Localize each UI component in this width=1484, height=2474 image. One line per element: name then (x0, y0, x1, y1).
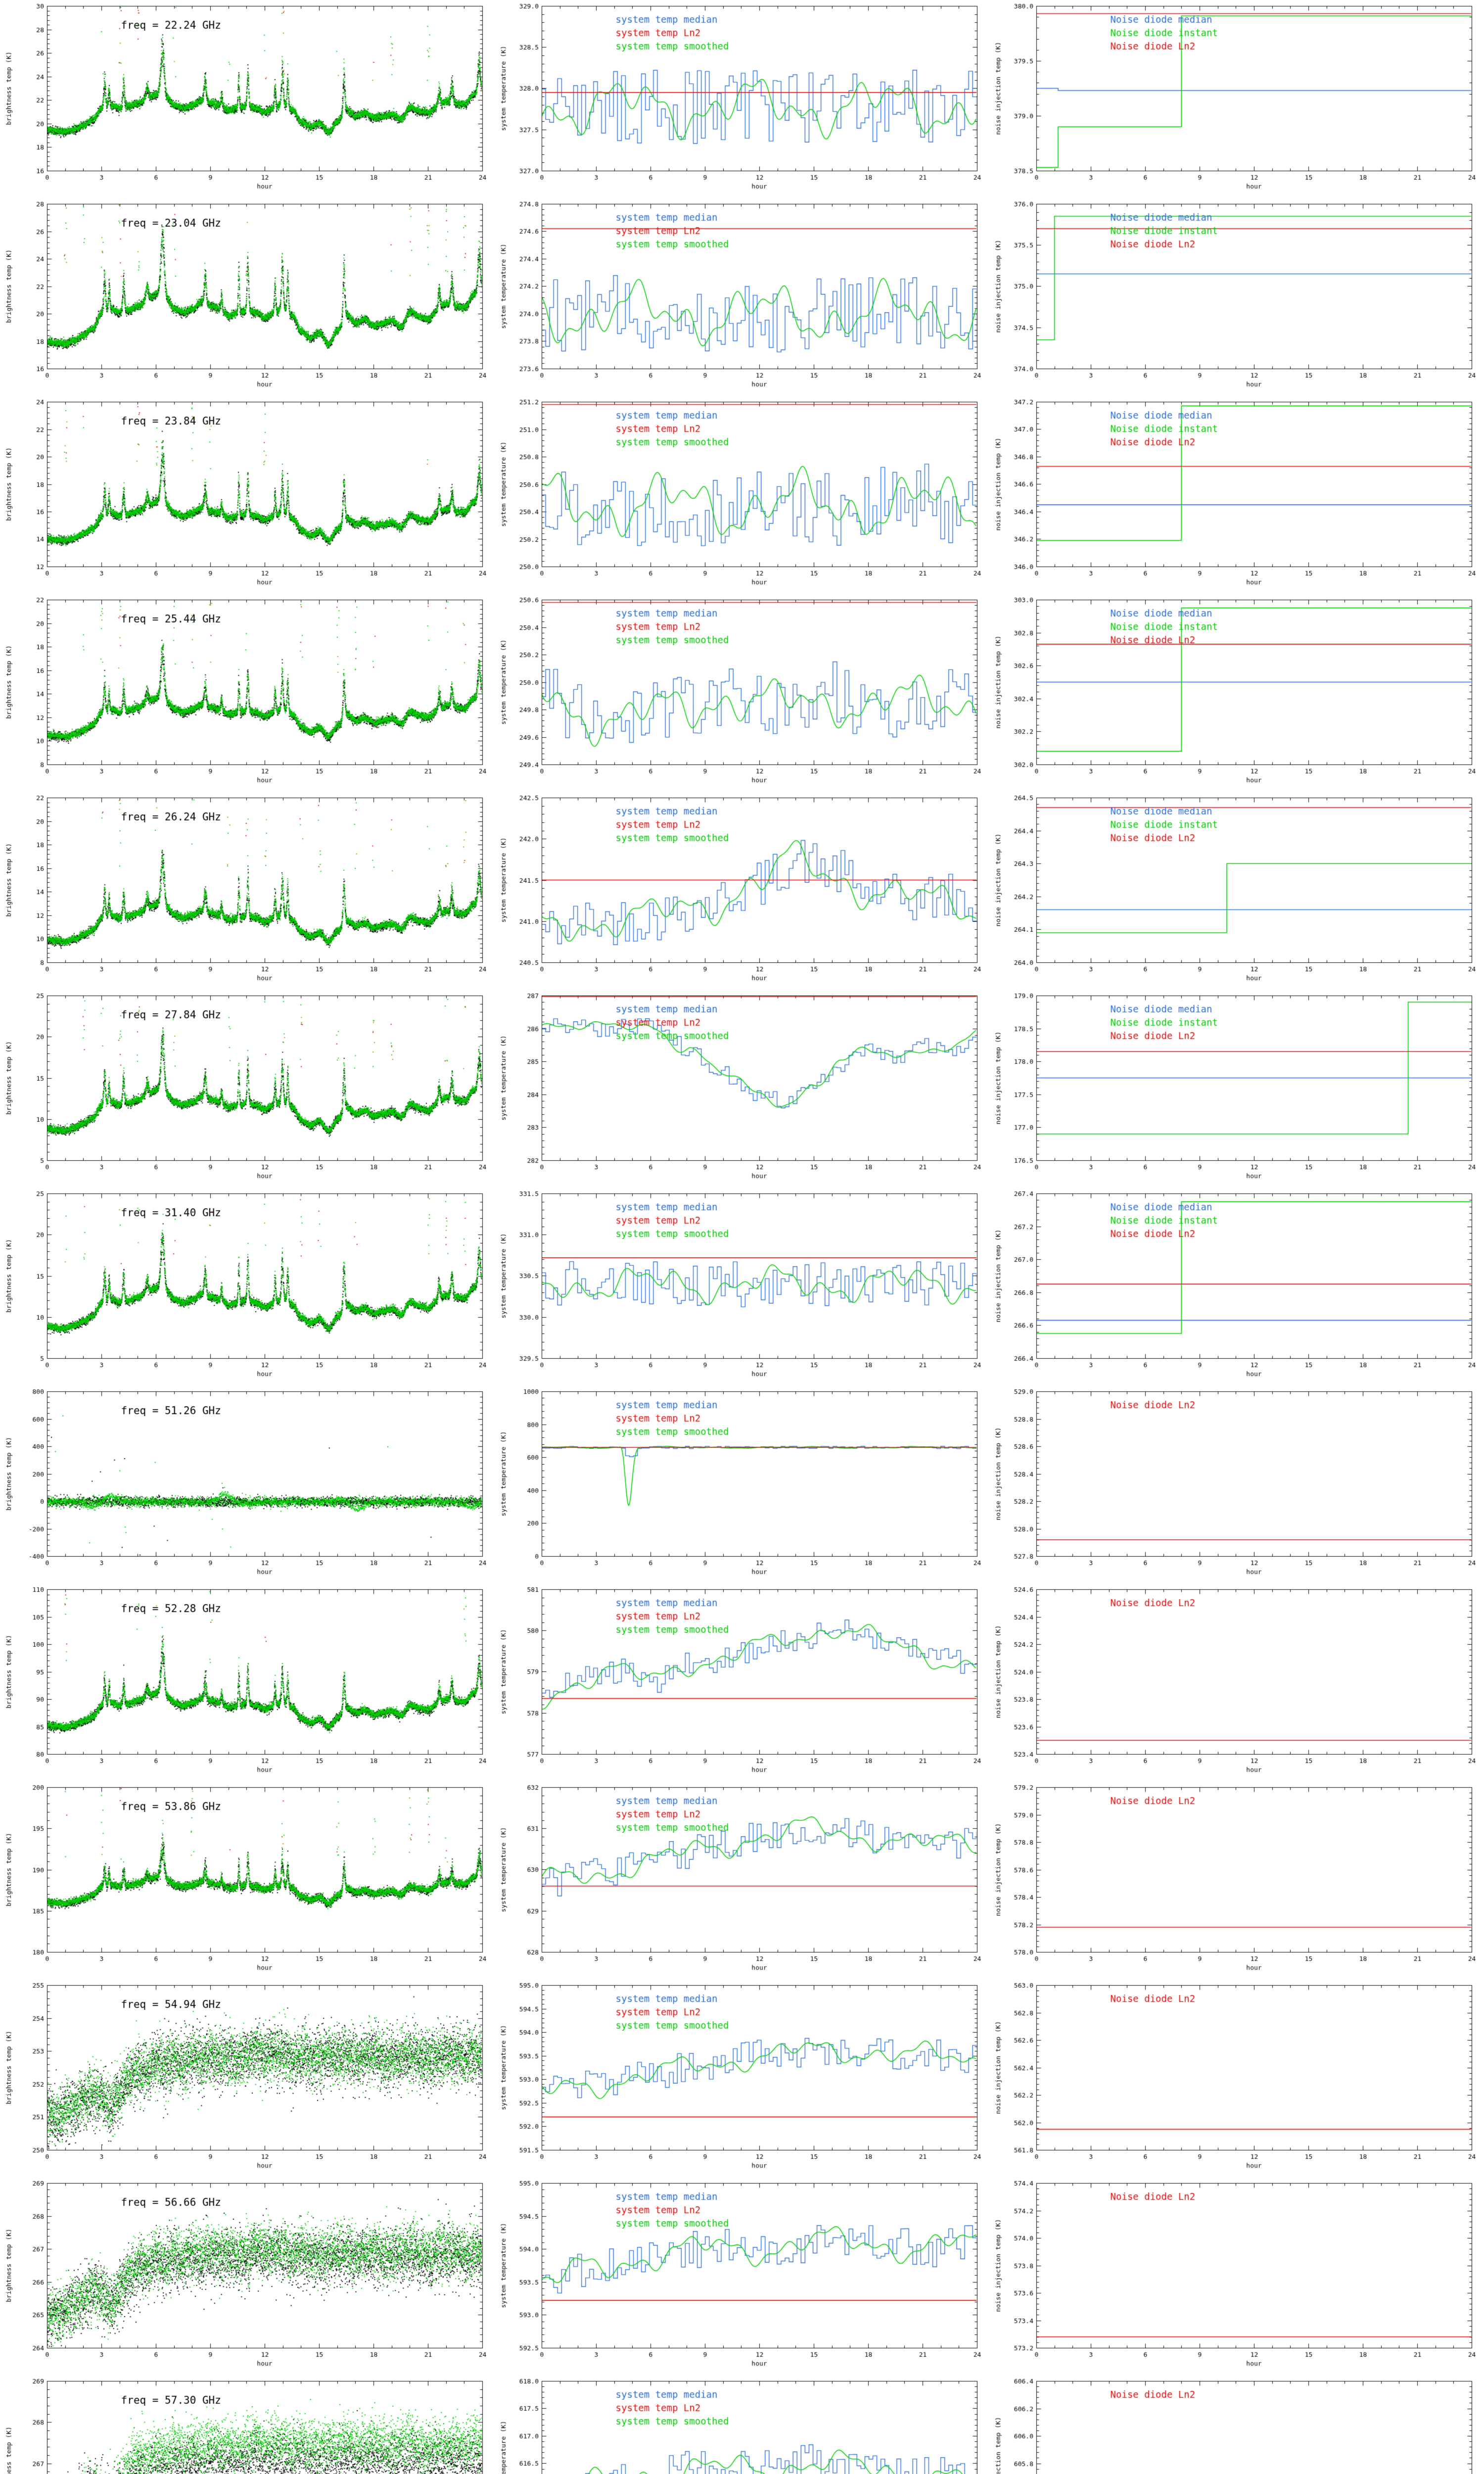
cell-r9-right (989, 1583, 1484, 1781)
plot-r5-right-noisediode (989, 792, 1484, 990)
cell-r8-middle (495, 1385, 989, 1583)
plot-r4-right-noisediode (989, 594, 1484, 792)
cell-r4-right (989, 594, 1484, 792)
cell-r6-left (0, 990, 495, 1188)
plot-r10-middle-systemp (495, 1781, 989, 1979)
plot-r8-right-noisediode (989, 1385, 1484, 1583)
plot-r9-left-brightness (0, 1583, 495, 1781)
cell-r13-left (0, 2375, 495, 2474)
plot-r11-middle-systemp (495, 1979, 989, 2177)
plot-r10-right-noisediode (989, 1781, 1484, 1979)
plot-r6-middle-systemp (495, 990, 989, 1188)
plot-r5-left-brightness (0, 792, 495, 990)
plot-r11-right-noisediode (989, 1979, 1484, 2177)
cell-r8-left (0, 1385, 495, 1583)
cell-r3-middle (495, 396, 989, 594)
plot-r12-middle-systemp (495, 2177, 989, 2375)
cell-r3-left (0, 396, 495, 594)
cell-r10-left (0, 1781, 495, 1979)
plot-r12-left-brightness (0, 2177, 495, 2375)
plot-row-3 (0, 396, 1484, 594)
plot-r1-middle-systemp (495, 0, 989, 198)
plot-r3-left-brightness (0, 396, 495, 594)
cell-r2-left (0, 198, 495, 396)
plot-row-7 (0, 1188, 1484, 1385)
cell-r2-middle (495, 198, 989, 396)
plot-row-1 (0, 0, 1484, 198)
plot-r2-middle-systemp (495, 198, 989, 396)
plot-r3-middle-systemp (495, 396, 989, 594)
plot-r6-left-brightness (0, 990, 495, 1188)
cell-r3-right (989, 396, 1484, 594)
plot-r4-left-brightness (0, 594, 495, 792)
cell-r5-middle (495, 792, 989, 990)
plot-row-10 (0, 1781, 1484, 1979)
plot-row-4 (0, 594, 1484, 792)
plot-r2-left-brightness (0, 198, 495, 396)
plot-r6-right-noisediode (989, 990, 1484, 1188)
cell-r9-left (0, 1583, 495, 1781)
plot-r1-left-brightness (0, 0, 495, 198)
plot-r4-middle-systemp (495, 594, 989, 792)
plot-r2-right-noisediode (989, 198, 1484, 396)
plot-r9-middle-systemp (495, 1583, 989, 1781)
cell-r11-right (989, 1979, 1484, 2177)
plot-r5-middle-systemp (495, 792, 989, 990)
plot-row-9 (0, 1583, 1484, 1781)
plot-row-12 (0, 2177, 1484, 2375)
cell-r7-middle (495, 1188, 989, 1385)
cell-r7-left (0, 1188, 495, 1385)
plot-r11-left-brightness (0, 1979, 495, 2177)
cell-r8-right (989, 1385, 1484, 1583)
plot-row-6 (0, 990, 1484, 1188)
cell-r1-right (989, 0, 1484, 198)
cell-r4-middle (495, 594, 989, 792)
plot-row-8 (0, 1385, 1484, 1583)
cell-r2-right (989, 198, 1484, 396)
plot-row-2 (0, 198, 1484, 396)
plot-r8-middle-systemp (495, 1385, 989, 1583)
plot-r10-left-brightness (0, 1781, 495, 1979)
plot-r1-right-noisediode (989, 0, 1484, 198)
plot-r12-right-noisediode (989, 2177, 1484, 2375)
plot-r8-left-brightness (0, 1385, 495, 1583)
cell-r12-left (0, 2177, 495, 2375)
plot-r3-right-noisediode (989, 396, 1484, 594)
plot-r7-right-noisediode (989, 1188, 1484, 1385)
cell-r7-right (989, 1188, 1484, 1385)
cell-r5-right (989, 792, 1484, 990)
plot-row-11 (0, 1979, 1484, 2177)
cell-r9-middle (495, 1583, 989, 1781)
cell-r5-left (0, 792, 495, 990)
cell-r13-middle (495, 2375, 989, 2474)
cell-r12-middle (495, 2177, 989, 2375)
plot-r7-middle-systemp (495, 1188, 989, 1385)
cell-r1-middle (495, 0, 989, 198)
plot-r7-left-brightness (0, 1188, 495, 1385)
plot-row-5 (0, 792, 1484, 990)
plot-r9-right-noisediode (989, 1583, 1484, 1781)
plot-r13-middle-systemp (495, 2375, 989, 2474)
plot-r13-right-noisediode (989, 2375, 1484, 2474)
cell-r4-left (0, 594, 495, 792)
cell-r13-right (989, 2375, 1484, 2474)
plot-r13-left-brightness (0, 2375, 495, 2474)
cell-r10-middle (495, 1781, 989, 1979)
cell-r1-left (0, 0, 495, 198)
cell-r12-right (989, 2177, 1484, 2375)
cell-r11-left (0, 1979, 495, 2177)
plot-row-13 (0, 2375, 1484, 2474)
cell-r10-right (989, 1781, 1484, 1979)
cell-r6-middle (495, 990, 989, 1188)
cell-r11-middle (495, 1979, 989, 2177)
cell-r6-right (989, 990, 1484, 1188)
